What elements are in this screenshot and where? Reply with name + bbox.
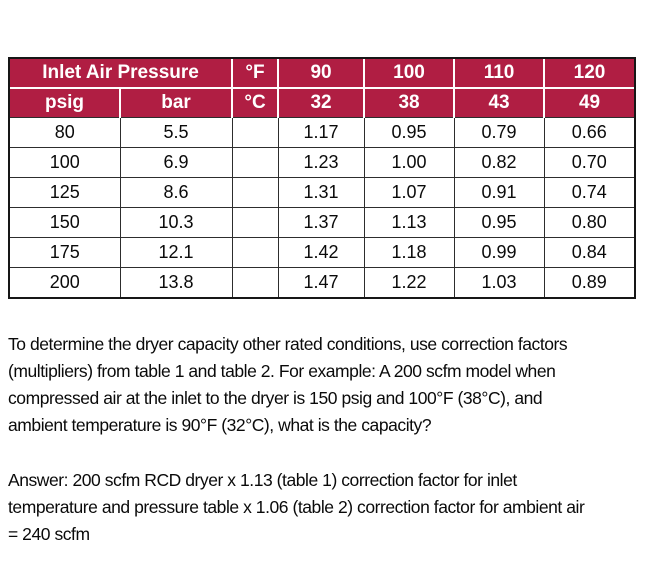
header-bar: bar (118, 87, 233, 118)
table-row: 125 8.6 1.31 1.07 0.91 0.74 (10, 177, 635, 208)
table-row: 80 5.5 1.17 0.95 0.79 0.66 (10, 117, 635, 148)
cell-bar: 13.8 (119, 267, 233, 297)
cell-empty (231, 117, 279, 148)
header-deg-f: °F (231, 59, 279, 88)
header-temp-c-49: 49 (543, 87, 635, 118)
header-deg-c: °C (231, 87, 279, 118)
cell-factor: 0.70 (543, 147, 635, 178)
cell-bar: 8.6 (119, 177, 233, 208)
cell-factor: 0.95 (453, 207, 545, 238)
header-temp-f-90: 90 (277, 59, 365, 88)
cell-factor: 0.79 (453, 117, 545, 148)
cell-empty (231, 147, 279, 178)
table-row: 200 13.8 1.47 1.22 1.03 0.89 (10, 267, 635, 297)
text-line: To determine the dryer capacity other ra… (8, 334, 568, 354)
header-row-fahrenheit: Inlet Air Pressure °F 90 100 110 120 (10, 59, 635, 88)
cell-factor: 0.89 (543, 267, 635, 297)
cell-factor: 0.66 (543, 117, 635, 148)
header-temp-f-120: 120 (543, 59, 635, 88)
cell-factor: 1.13 (363, 207, 455, 238)
cell-factor: 0.84 (543, 237, 635, 268)
header-temp-f-100: 100 (363, 59, 455, 88)
text-line: temperature and pressure table x 1.06 (t… (8, 497, 585, 517)
explanatory-text: To determine the dryer capacity other ra… (8, 331, 585, 548)
table-row: 100 6.9 1.23 1.00 0.82 0.70 (10, 147, 635, 178)
answer-paragraph: Answer: 200 scfm RCD dryer x 1.13 (table… (8, 467, 585, 548)
cell-factor: 1.07 (363, 177, 455, 208)
cell-empty (231, 177, 279, 208)
cell-factor: 0.91 (453, 177, 545, 208)
cell-psig: 100 (10, 147, 120, 178)
cell-empty (231, 237, 279, 268)
correction-factor-table-wrapper: Inlet Air Pressure °F 90 100 110 120 psi… (8, 57, 636, 299)
header-temp-f-110: 110 (453, 59, 545, 88)
cell-psig: 200 (10, 267, 120, 297)
cell-factor: 1.22 (363, 267, 455, 297)
text-line: compressed air at the inlet to the dryer… (8, 388, 543, 408)
cell-bar: 5.5 (119, 117, 233, 148)
cell-psig: 150 (10, 207, 120, 238)
header-psig: psig (10, 87, 120, 118)
cell-factor: 0.82 (453, 147, 545, 178)
cell-empty (231, 207, 279, 238)
cell-factor: 0.74 (543, 177, 635, 208)
cell-psig: 175 (10, 237, 120, 268)
text-line: = 240 scfm (8, 524, 90, 544)
cell-empty (231, 267, 279, 297)
header-row-celsius: psig bar °C 32 38 43 49 (10, 87, 635, 118)
cell-factor: 1.31 (277, 177, 365, 208)
cell-bar: 10.3 (119, 207, 233, 238)
cell-factor: 1.03 (453, 267, 545, 297)
text-line: (multipliers) from table 1 and table 2. … (8, 361, 556, 381)
header-inlet-air-pressure: Inlet Air Pressure (10, 59, 233, 88)
header-temp-c-32: 32 (277, 87, 365, 118)
cell-factor: 1.00 (363, 147, 455, 178)
cell-factor: 1.47 (277, 267, 365, 297)
question-paragraph: To determine the dryer capacity other ra… (8, 331, 584, 439)
cell-factor: 0.95 (363, 117, 455, 148)
table-row: 150 10.3 1.37 1.13 0.95 0.80 (10, 207, 635, 238)
cell-factor: 1.18 (363, 237, 455, 268)
header-temp-c-38: 38 (363, 87, 455, 118)
cell-bar: 6.9 (119, 147, 233, 178)
cell-factor: 1.17 (277, 117, 365, 148)
cell-factor: 1.37 (277, 207, 365, 238)
text-line: ambient temperature is 90°F (32°C), what… (8, 415, 432, 435)
text-line: Answer: 200 scfm RCD dryer x 1.13 (table… (8, 470, 517, 490)
cell-psig: 125 (10, 177, 120, 208)
cell-factor: 0.99 (453, 237, 545, 268)
header-temp-c-43: 43 (453, 87, 545, 118)
correction-factor-table: Inlet Air Pressure °F 90 100 110 120 psi… (10, 59, 635, 297)
cell-psig: 80 (10, 117, 120, 148)
cell-bar: 12.1 (119, 237, 233, 268)
table-row: 175 12.1 1.42 1.18 0.99 0.84 (10, 237, 635, 268)
cell-factor: 1.42 (277, 237, 365, 268)
cell-factor: 1.23 (277, 147, 365, 178)
cell-factor: 0.80 (543, 207, 635, 238)
